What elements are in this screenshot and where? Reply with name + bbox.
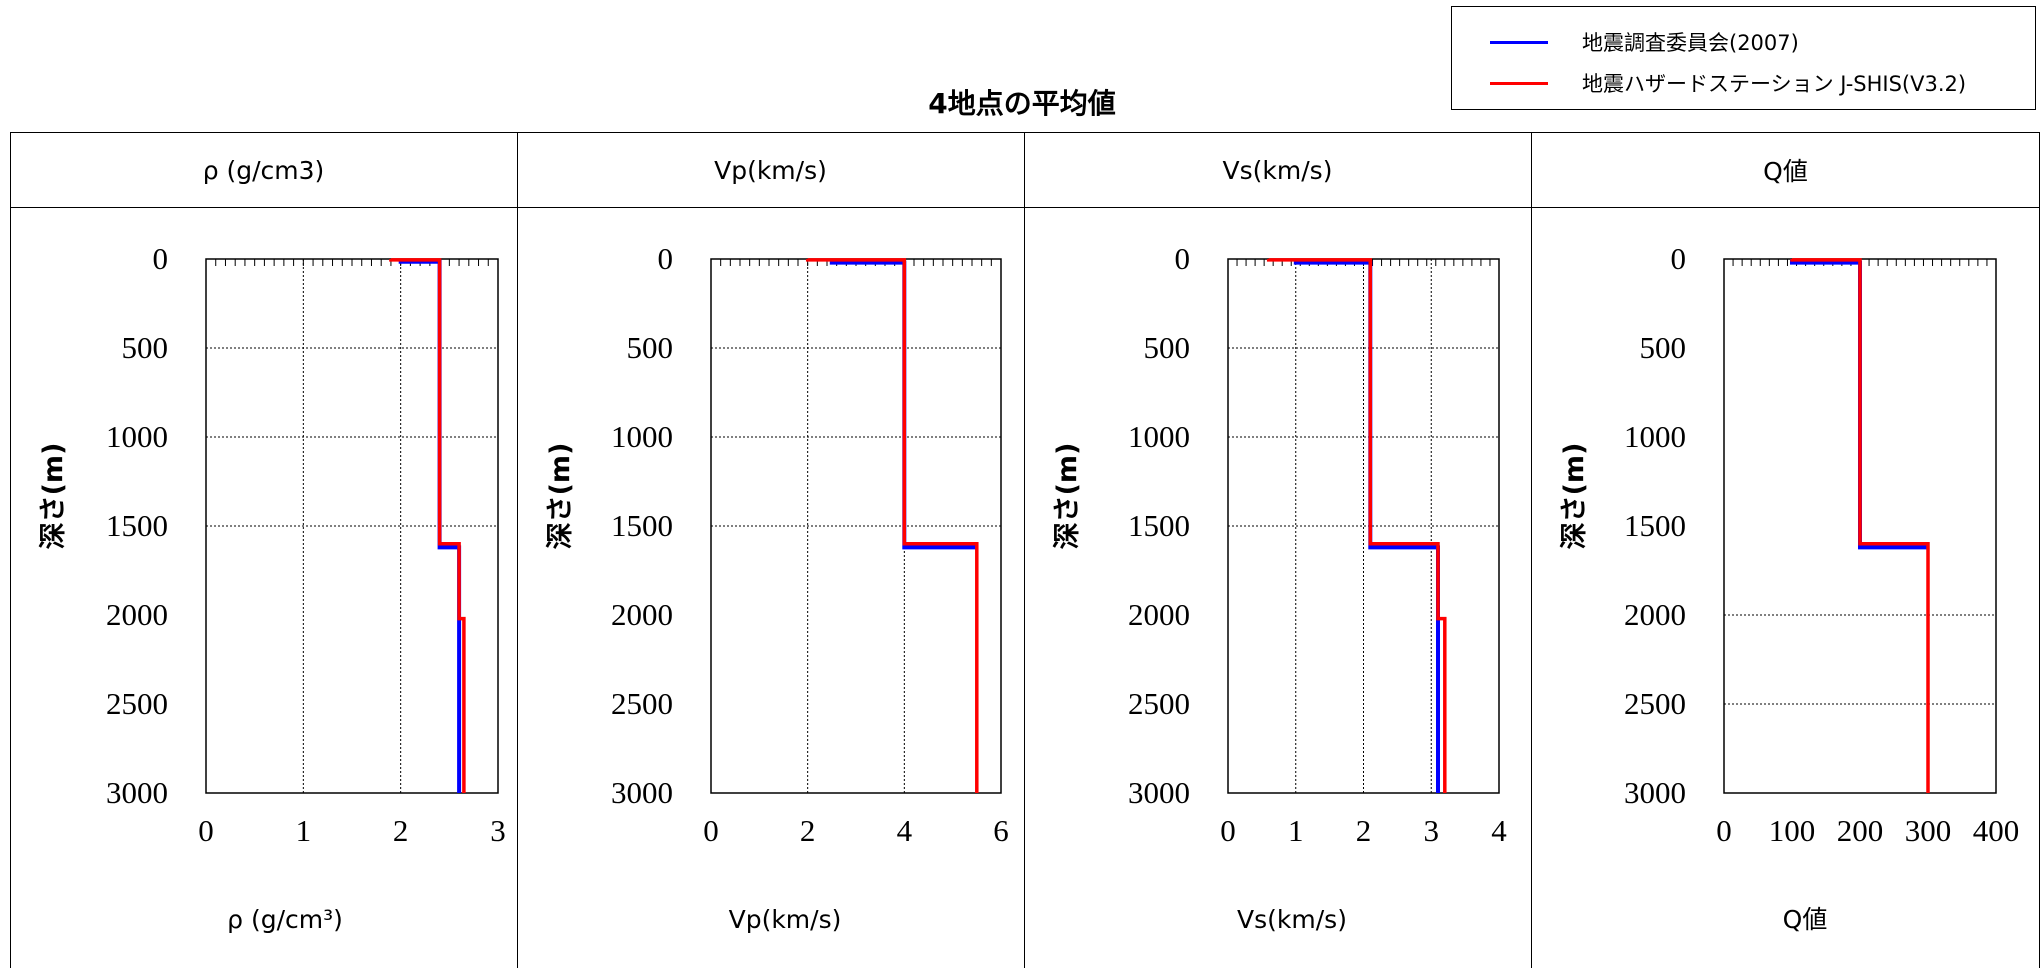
legend-swatch-blue <box>1490 40 1548 44</box>
y-tick-label: 2500 <box>1128 686 1190 721</box>
x-tick-label: 2 <box>393 813 409 848</box>
x-tick-label: 2 <box>1356 813 1372 848</box>
series-line-j-shis <box>805 258 979 793</box>
legend: 地震調査委員会(2007) 地震ハザードステーション J-SHIS(V3.2) <box>1451 6 2036 110</box>
y-tick-label: 0 <box>1671 241 1687 276</box>
x-axis-label: Vs(km/s) <box>1237 905 1347 934</box>
legend-label-j-shis: 地震ハザードステーション J-SHIS(V3.2) <box>1582 72 1967 96</box>
chart-panel-3: 0 500 1000 1500 2000 2500 3000 0 1 2 3 4 深さ(m) Vs(km/… <box>1052 241 1507 934</box>
legend-item-jishin-chousa: 地震調査委員会(2007) <box>1490 27 1799 57</box>
y-tick-label: 2000 <box>1624 597 1686 632</box>
legend-label-jishin-chousa: 地震調査委員会(2007) <box>1582 31 1799 55</box>
series-line-j-shis <box>1266 258 1447 793</box>
x-tick-label: 3 <box>490 813 506 848</box>
y-tick-label: 2000 <box>1128 597 1190 632</box>
y-tick-label: 3000 <box>1128 775 1190 810</box>
column-divider <box>1024 132 1025 968</box>
table-frame <box>10 132 2040 968</box>
column-header-q: Q値 <box>1763 157 1808 186</box>
legend-item-j-shis: 地震ハザードステーション J-SHIS(V3.2) <box>1490 68 1966 98</box>
x-tick-label: 0 <box>198 813 214 848</box>
y-axis-label: 深さ(m) <box>545 443 576 550</box>
x-tick-label: 4 <box>897 813 913 848</box>
y-tick-label: 1000 <box>1624 419 1686 454</box>
y-tick-label: 2500 <box>1624 686 1686 721</box>
y-tick-label: 1000 <box>106 419 168 454</box>
header-divider <box>10 207 2040 208</box>
y-tick-label: 500 <box>122 330 169 365</box>
x-tick-label: 300 <box>1905 813 1952 848</box>
page-title: 4地点の平均値 <box>928 87 1116 120</box>
x-axis-label: Q値 <box>1783 905 1828 934</box>
chart-panel-4: 0 500 1000 1500 2000 2500 3000 0 100 200 300 400 深さ(… <box>1559 241 2019 934</box>
x-tick-label: 200 <box>1837 813 1884 848</box>
y-tick-label: 2000 <box>106 597 168 632</box>
y-tick-label: 1500 <box>1624 508 1686 543</box>
x-tick-label: 1 <box>1288 813 1304 848</box>
y-tick-label: 3000 <box>611 775 673 810</box>
x-tick-label: 3 <box>1424 813 1440 848</box>
chart-panel-1: 0 500 1000 1500 2000 2500 3000 0 1 2 3 深さ(m) ρ (g/cm… <box>38 241 506 934</box>
y-tick-label: 1500 <box>106 508 168 543</box>
x-tick-label: 0 <box>703 813 719 848</box>
column-header-vp: Vp(km/s) <box>714 155 827 185</box>
series-line-j-shis <box>1790 258 1930 793</box>
y-tick-label: 1000 <box>611 419 673 454</box>
y-axis-label: 深さ(m) <box>1052 443 1083 550</box>
column-divider <box>1531 132 1532 968</box>
column-divider <box>517 132 518 968</box>
y-tick-label: 0 <box>658 241 674 276</box>
x-axis-label: ρ (g/cm³) <box>227 905 343 934</box>
y-tick-label: 0 <box>153 241 169 276</box>
x-tick-label: 400 <box>1973 813 2020 848</box>
y-tick-label: 500 <box>1144 330 1191 365</box>
column-header-density: ρ (g/cm3) <box>202 155 325 185</box>
x-tick-label: 6 <box>993 813 1009 848</box>
y-axis-label: 深さ(m) <box>1559 443 1590 550</box>
y-tick-label: 1000 <box>1128 419 1190 454</box>
x-tick-label: 2 <box>800 813 816 848</box>
series-line-j-shis <box>389 258 466 793</box>
y-tick-label: 2500 <box>611 686 673 721</box>
y-tick-label: 3000 <box>1624 775 1686 810</box>
column-header-vs: Vs(km/s) <box>1222 155 1333 185</box>
legend-swatch-red <box>1490 81 1548 85</box>
x-tick-label: 0 <box>1220 813 1236 848</box>
y-tick-label: 3000 <box>106 775 168 810</box>
y-tick-label: 1500 <box>1128 508 1190 543</box>
y-tick-label: 500 <box>627 330 674 365</box>
y-tick-label: 2000 <box>611 597 673 632</box>
y-tick-label: 2500 <box>106 686 168 721</box>
x-tick-label: 0 <box>1716 813 1732 848</box>
y-axis-label: 深さ(m) <box>38 443 69 550</box>
y-tick-label: 500 <box>1640 330 1687 365</box>
y-tick-label: 1500 <box>611 508 673 543</box>
x-tick-label: 100 <box>1769 813 1816 848</box>
chart-panel-2: 0 500 1000 1500 2000 2500 3000 0 2 4 6 深さ(m) Vp(km/s… <box>545 241 1009 934</box>
y-tick-label: 0 <box>1175 241 1191 276</box>
x-axis-label: Vp(km/s) <box>729 905 842 934</box>
x-tick-label: 4 <box>1491 813 1507 848</box>
plot-area-frame <box>205 258 499 794</box>
x-tick-label: 1 <box>296 813 312 848</box>
